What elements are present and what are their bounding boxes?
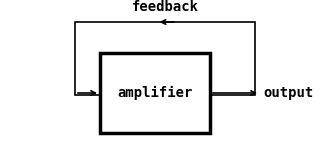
Text: amplifier: amplifier <box>117 86 193 100</box>
Bar <box>75 22 255 95</box>
Bar <box>100 53 210 133</box>
Text: output: output <box>263 86 313 100</box>
Text: feedback: feedback <box>132 0 199 14</box>
